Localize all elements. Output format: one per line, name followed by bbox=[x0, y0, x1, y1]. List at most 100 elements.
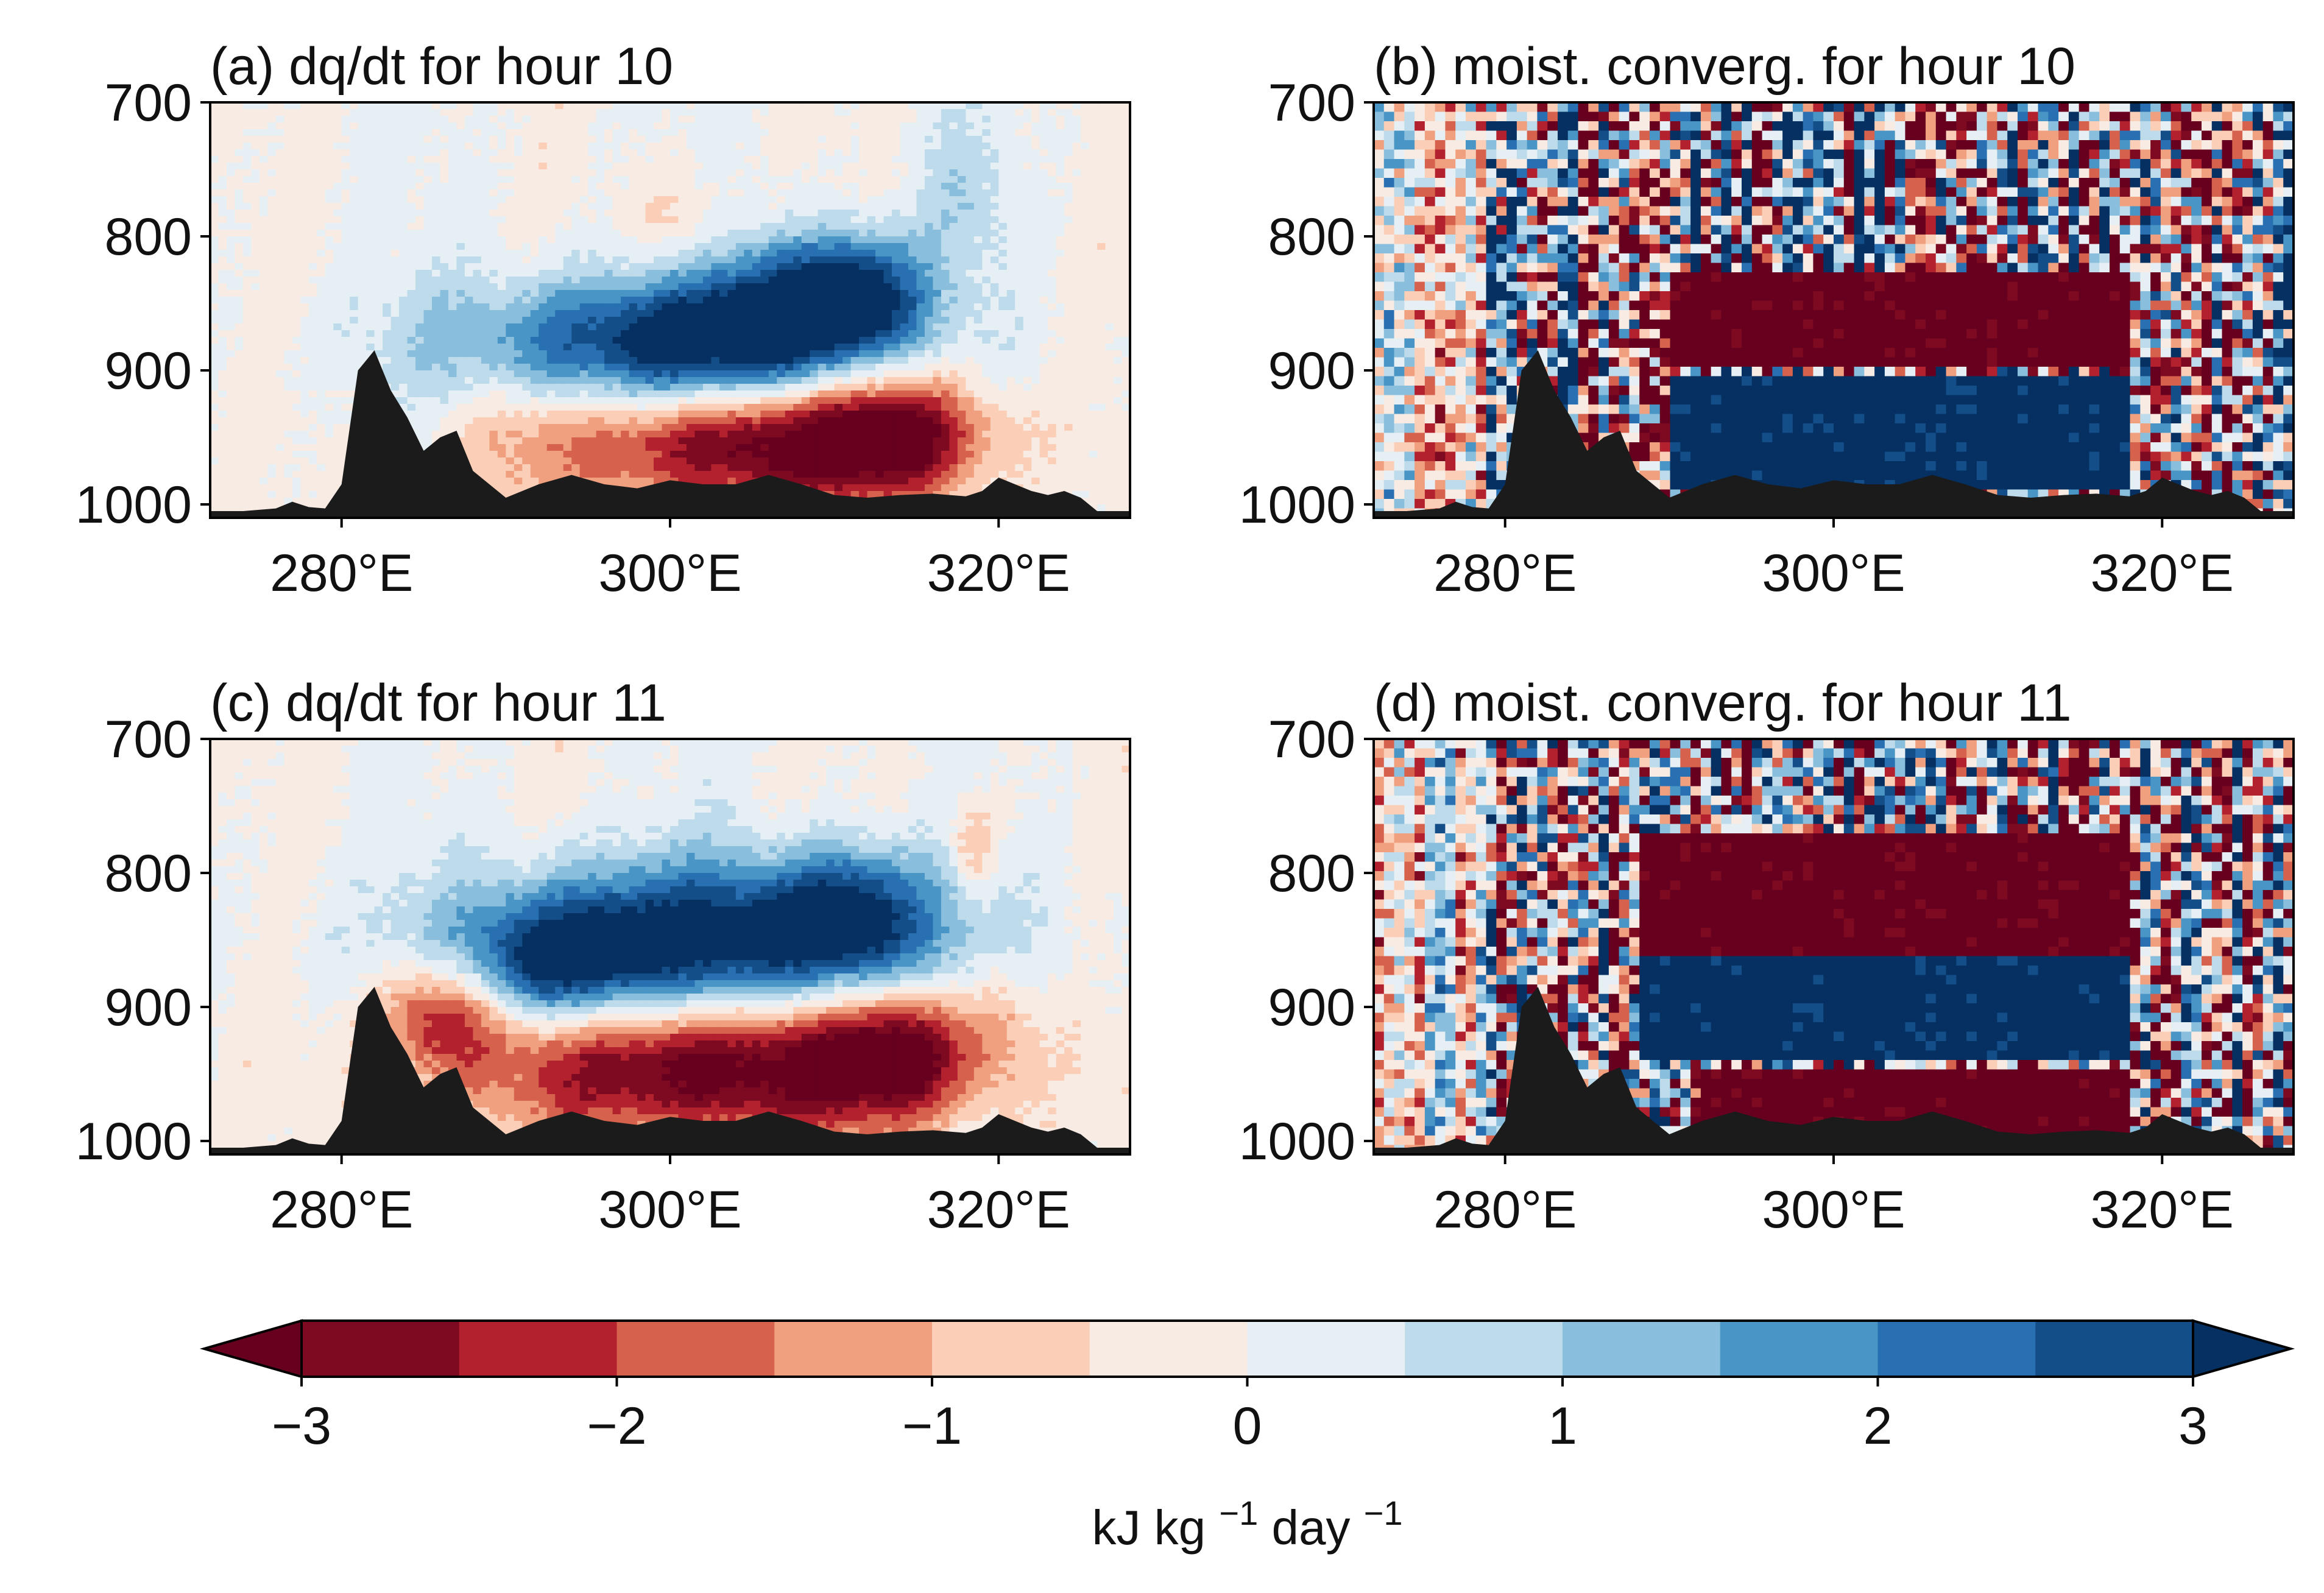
contour-cell bbox=[768, 370, 778, 378]
contour-cell bbox=[850, 464, 860, 472]
contour-cell bbox=[292, 216, 302, 224]
contour-cell bbox=[801, 297, 810, 304]
contour-cell bbox=[555, 330, 564, 337]
contour-cell bbox=[235, 323, 244, 331]
contour-cell bbox=[539, 303, 548, 311]
contour-cell bbox=[317, 210, 326, 217]
contour-cell bbox=[842, 370, 852, 378]
contour-cell bbox=[530, 310, 540, 317]
contour-cell bbox=[579, 323, 588, 331]
contour-cell bbox=[350, 216, 359, 224]
contour-cell bbox=[785, 163, 794, 170]
contour-cell bbox=[522, 397, 531, 404]
contour-cell bbox=[563, 310, 573, 317]
contour-cell bbox=[859, 122, 868, 130]
contour-cell bbox=[292, 491, 302, 498]
contour-cell bbox=[259, 498, 269, 505]
contour-cell bbox=[407, 189, 416, 197]
contour-cell bbox=[834, 102, 843, 110]
contour-cell bbox=[317, 216, 326, 224]
contour-cell bbox=[415, 263, 425, 270]
contour-cell bbox=[546, 330, 556, 337]
contour-cell bbox=[826, 243, 835, 250]
contour-cell bbox=[539, 263, 548, 270]
contour-cell bbox=[226, 163, 236, 170]
contour-cell bbox=[711, 303, 720, 311]
contour-cell bbox=[522, 283, 531, 291]
contour-cell bbox=[571, 122, 581, 130]
contour-cell bbox=[374, 256, 383, 264]
contour-cell bbox=[514, 377, 523, 384]
contour-cell bbox=[522, 210, 531, 217]
contour-cell bbox=[284, 491, 293, 498]
contour-cell bbox=[727, 169, 736, 177]
contour-cell bbox=[448, 303, 457, 311]
contour-cell bbox=[662, 417, 671, 425]
contour-cell bbox=[275, 270, 285, 277]
contour-cell bbox=[333, 431, 342, 438]
contour-cell bbox=[275, 484, 285, 492]
contour-cell bbox=[292, 303, 302, 311]
contour-cell bbox=[571, 404, 581, 411]
contour-cell bbox=[612, 129, 621, 136]
contour-cell bbox=[850, 411, 860, 418]
contour-cell bbox=[473, 417, 482, 425]
contour-cell bbox=[612, 163, 621, 170]
contour-cell bbox=[645, 183, 654, 190]
contour-cell bbox=[235, 303, 244, 311]
contour-cell bbox=[456, 357, 465, 364]
contour-cell bbox=[818, 243, 827, 250]
contour-cell bbox=[464, 303, 474, 311]
contour-cell bbox=[826, 397, 835, 404]
contour-cell bbox=[563, 451, 573, 458]
contour-cell bbox=[670, 330, 679, 337]
contour-cell bbox=[275, 384, 285, 391]
contour-cell bbox=[801, 451, 810, 458]
contour-cell bbox=[308, 310, 318, 317]
contour-cell bbox=[563, 256, 573, 264]
contour-cell bbox=[366, 109, 375, 116]
contour-cell bbox=[489, 102, 498, 110]
contour-cell bbox=[456, 303, 465, 311]
contour-cell bbox=[859, 404, 868, 411]
contour-cell bbox=[546, 122, 556, 130]
contour-cell bbox=[604, 323, 613, 331]
contour-cell bbox=[744, 350, 753, 358]
contour-cell bbox=[629, 444, 638, 451]
contour-cell bbox=[768, 404, 778, 411]
contour-cell bbox=[752, 370, 761, 378]
contour-cell bbox=[752, 109, 761, 116]
contour-cell bbox=[259, 230, 269, 237]
contour-cell bbox=[785, 451, 794, 458]
contour-cell bbox=[818, 444, 827, 451]
contour-cell bbox=[464, 317, 474, 324]
contour-cell bbox=[563, 323, 573, 331]
contour-cell bbox=[744, 116, 753, 123]
contour-cell bbox=[604, 411, 613, 418]
contour-cell bbox=[694, 303, 704, 311]
contour-cell bbox=[481, 471, 490, 478]
contour-cell bbox=[810, 297, 819, 304]
contour-cell bbox=[415, 370, 425, 378]
contour-cell bbox=[432, 263, 441, 270]
contour-cell bbox=[317, 303, 326, 311]
contour-cell bbox=[226, 464, 236, 472]
contour-cell bbox=[300, 203, 309, 210]
contour-cell bbox=[242, 337, 252, 344]
contour-cell bbox=[612, 277, 621, 284]
contour-cell bbox=[686, 451, 696, 458]
contour-cell bbox=[744, 444, 753, 451]
contour-cell bbox=[834, 377, 843, 384]
contour-cell bbox=[539, 350, 548, 358]
contour-cell bbox=[481, 290, 490, 297]
contour-cell bbox=[654, 317, 663, 324]
contour-cell bbox=[801, 203, 810, 210]
contour-cell bbox=[801, 317, 810, 324]
contour-cell bbox=[785, 364, 794, 371]
contour-cell bbox=[235, 478, 244, 485]
contour-cell bbox=[358, 270, 367, 277]
contour-cell bbox=[292, 230, 302, 237]
contour-cell bbox=[686, 263, 696, 270]
contour-cell bbox=[768, 122, 778, 130]
contour-cell bbox=[571, 444, 581, 451]
